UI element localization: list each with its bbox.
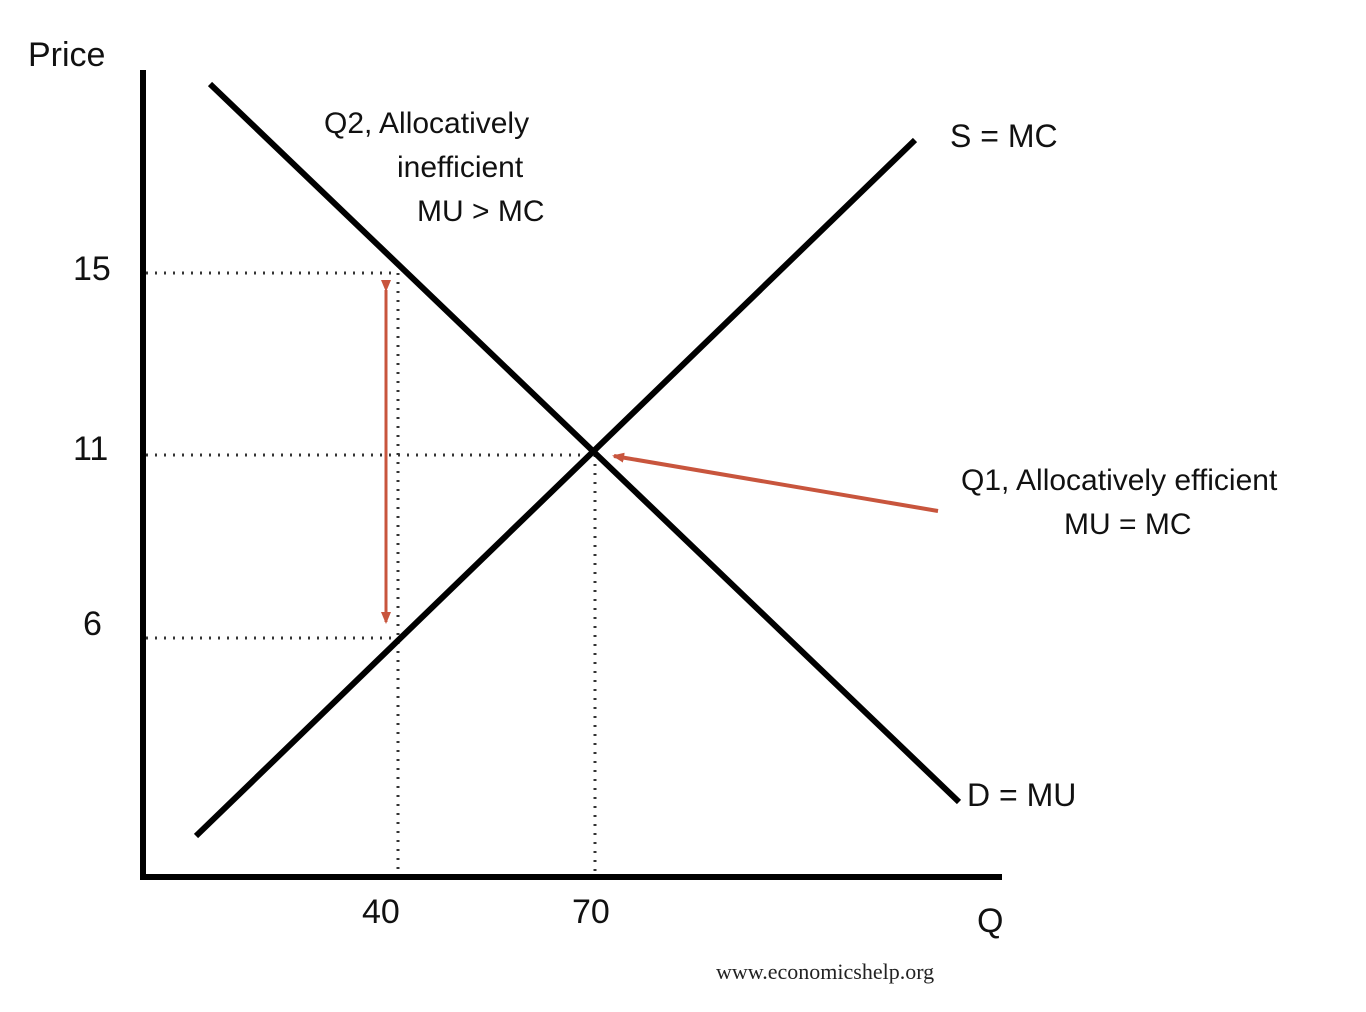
y-axis-label: Price (28, 36, 105, 74)
equilibrium-pointer-arrow (612, 452, 939, 513)
q1-annotation-line1: Q1, Allocatively efficient (961, 464, 1278, 497)
source-credit: www.economicshelp.org (716, 959, 934, 984)
supply-curve (193, 137, 918, 839)
demand-curve (207, 81, 962, 805)
guide-lines (146, 271, 597, 874)
q2-annotation-line1: Q2, Allocatively (324, 107, 529, 140)
y-tick-15: 15 (73, 250, 111, 288)
y-tick-11: 11 (73, 430, 108, 468)
q2-annotation-line3: MU > MC (417, 195, 545, 228)
q1-annotation-line2: MU = MC (1064, 508, 1192, 541)
supply-label: S = MC (950, 118, 1058, 154)
x-tick-40: 40 (362, 893, 400, 931)
q2-annotation-line2: inefficient (397, 151, 524, 184)
demand-label: D = MU (967, 777, 1076, 813)
y-tick-6: 6 (83, 605, 102, 643)
x-axis-label: Q (977, 902, 1003, 940)
x-tick-70: 70 (572, 893, 610, 931)
